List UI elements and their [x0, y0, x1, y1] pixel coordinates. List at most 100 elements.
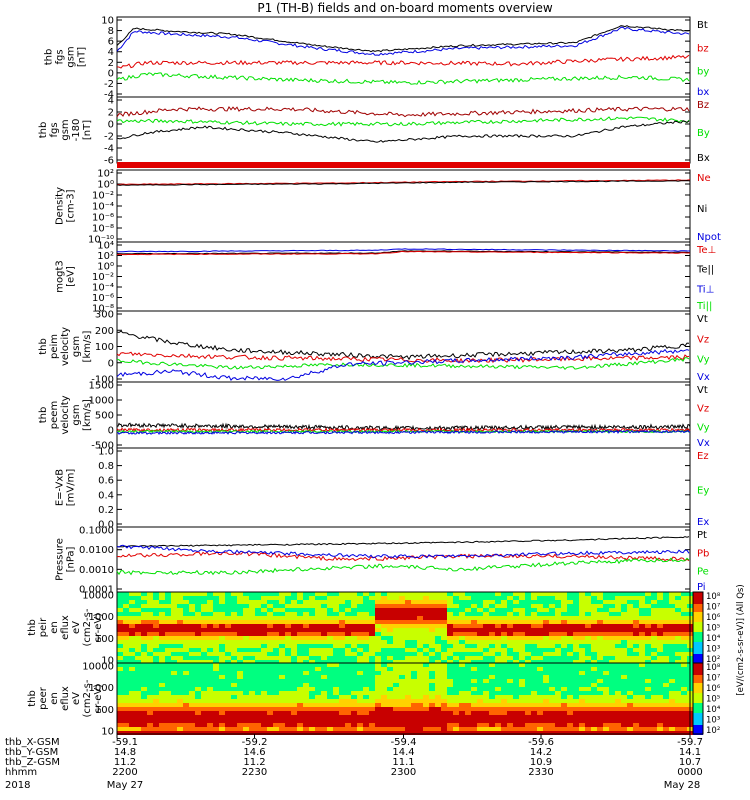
- spectrogram-cell: [681, 679, 687, 683]
- y-axis-label-line: [km/s]: [82, 330, 93, 362]
- spectrogram-cell: [525, 715, 531, 719]
- y-tick-label: 0.0010: [79, 565, 114, 576]
- spectrogram-cell: [567, 663, 573, 667]
- spectrogram-cell: [555, 628, 561, 632]
- spectrogram-cell: [471, 699, 477, 703]
- spectrogram-cell: [477, 656, 483, 660]
- spectrogram-cell: [483, 636, 489, 640]
- spectrogram-cell: [615, 723, 621, 727]
- spectrogram-cell: [375, 691, 381, 695]
- spectrogram-cell: [633, 707, 639, 711]
- spectrogram-cell: [345, 683, 351, 687]
- spectrogram-cell: [567, 608, 573, 612]
- spectrogram-cell: [573, 663, 579, 667]
- spectrogram-cell: [471, 612, 477, 616]
- spectrogram-cell: [513, 596, 519, 600]
- spectrogram-cell: [441, 660, 447, 664]
- spectrogram-cell: [333, 628, 339, 632]
- spectrogram-cell: [603, 715, 609, 719]
- spectrogram-cell: [321, 687, 327, 691]
- spectrogram-cell: [621, 671, 627, 675]
- spectrogram-cell: [309, 612, 315, 616]
- spectrogram-cell: [441, 620, 447, 624]
- spectrogram-cell: [561, 624, 567, 628]
- spectrogram-cell: [279, 683, 285, 687]
- spectrogram-cell: [393, 663, 399, 667]
- spectrogram-cell: [633, 663, 639, 667]
- spectrogram-cell: [381, 604, 387, 608]
- spectrogram-cell: [621, 691, 627, 695]
- spectrogram-cell: [567, 675, 573, 679]
- spectrogram-cell: [531, 663, 537, 667]
- spectrogram-cell: [459, 707, 465, 711]
- y-tick-label: 1000: [89, 612, 114, 623]
- spectrogram-cell: [285, 608, 291, 612]
- spectrogram-cell: [369, 671, 375, 675]
- spectrogram-cell: [417, 660, 423, 664]
- spectrogram-cell: [327, 628, 333, 632]
- spectrogram-cell: [447, 671, 453, 675]
- spectrogram-cell: [387, 671, 393, 675]
- spectrogram-cell: [633, 644, 639, 648]
- spectrogram-cell: [597, 612, 603, 616]
- spectrogram-cell: [405, 707, 411, 711]
- spectrogram-cell: [363, 675, 369, 679]
- spectrogram-cell: [225, 703, 231, 707]
- spectrogram-cell: [639, 640, 645, 644]
- spectrogram-cell: [675, 644, 681, 648]
- spectrogram-cell: [549, 596, 555, 600]
- spectrogram-cell: [279, 663, 285, 667]
- spectrogram-cell: [675, 699, 681, 703]
- spectrogram-cell: [399, 632, 405, 636]
- spectrogram-cell: [327, 656, 333, 660]
- spectrogram-cell: [447, 636, 453, 640]
- spectrogram-cell: [267, 652, 273, 656]
- spectrogram-cell: [645, 731, 651, 735]
- spectrogram-cell: [645, 719, 651, 723]
- spectrogram-cell: [531, 648, 537, 652]
- spectrogram-cell: [375, 723, 381, 727]
- spectrogram-cell: [225, 600, 231, 604]
- spectrogram-cell: [369, 683, 375, 687]
- spectrogram-cell: [537, 600, 543, 604]
- spectrogram-cell: [195, 644, 201, 648]
- spectrogram-cell: [393, 612, 399, 616]
- spectrogram-cell: [147, 707, 153, 711]
- spectrogram-cell: [279, 632, 285, 636]
- spectrogram-cell: [363, 616, 369, 620]
- spectrogram-cell: [633, 596, 639, 600]
- spectrogram-cell: [243, 652, 249, 656]
- spectrogram-cell: [591, 683, 597, 687]
- trace-bt: [116, 25, 690, 53]
- spectrogram-cell: [279, 695, 285, 699]
- spectrogram-cell: [399, 640, 405, 644]
- spectrogram-cell: [609, 632, 615, 636]
- spectrogram-cell: [297, 604, 303, 608]
- spectrogram-cell: [183, 699, 189, 703]
- spectrogram-cell: [231, 699, 237, 703]
- spectrogram-cell: [183, 691, 189, 695]
- y-axis-label-line: gsm: [66, 46, 77, 67]
- legend-by: by: [697, 67, 709, 78]
- spectrogram-cell: [597, 727, 603, 731]
- spectrogram-cell: [549, 675, 555, 679]
- spectrogram-cell: [651, 691, 657, 695]
- spectrogram-cell: [513, 699, 519, 703]
- spectrogram-cell: [117, 687, 123, 691]
- spectrogram-cell: [381, 723, 387, 727]
- spectrogram-cell: [483, 691, 489, 695]
- spectrogram-cell: [657, 616, 663, 620]
- spectrogram-cell: [459, 687, 465, 691]
- spectrogram-cell: [339, 660, 345, 664]
- x-axis-value: -59.4: [391, 737, 417, 748]
- spectrogram-cell: [543, 703, 549, 707]
- spectrogram-cell: [183, 608, 189, 612]
- spectrogram-cell: [681, 691, 687, 695]
- spectrogram-cell: [147, 699, 153, 703]
- spectrogram-cell: [609, 711, 615, 715]
- spectrogram-cell: [381, 628, 387, 632]
- y-axis-label-line: (cm2-s-: [82, 608, 93, 646]
- spectrogram-cell: [309, 723, 315, 727]
- spectrogram-cell: [567, 596, 573, 600]
- spectrogram-cell: [117, 628, 123, 632]
